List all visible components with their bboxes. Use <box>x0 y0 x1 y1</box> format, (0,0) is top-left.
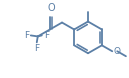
Text: F: F <box>34 44 39 53</box>
Text: O: O <box>113 47 120 56</box>
Text: O: O <box>47 3 55 13</box>
Text: F: F <box>24 31 29 40</box>
Text: F: F <box>44 31 49 40</box>
